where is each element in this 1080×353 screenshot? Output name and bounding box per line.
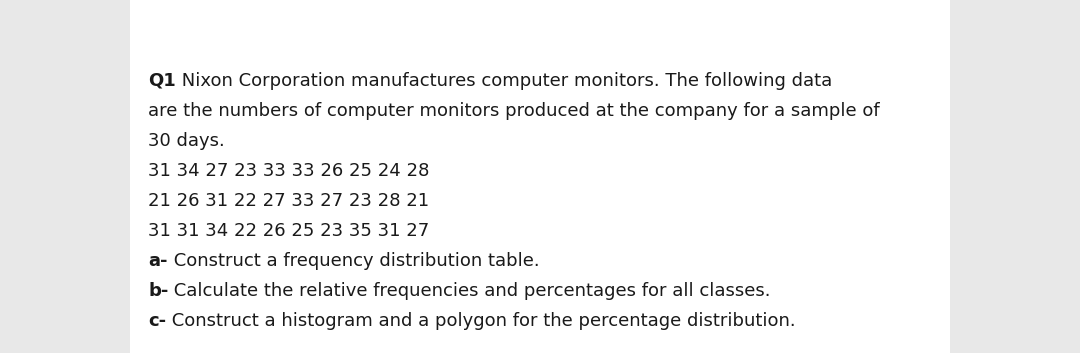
Bar <box>130 0 950 353</box>
Text: b-: b- <box>148 282 168 300</box>
Text: c-: c- <box>148 312 166 330</box>
Text: Nixon Corporation manufactures computer monitors. The following data: Nixon Corporation manufactures computer … <box>176 72 832 90</box>
Text: Calculate the relative frequencies and percentages for all classes.: Calculate the relative frequencies and p… <box>168 282 771 300</box>
Text: 31 31 34 22 26 25 23 35 31 27: 31 31 34 22 26 25 23 35 31 27 <box>148 222 429 240</box>
Text: Construct a frequency distribution table.: Construct a frequency distribution table… <box>167 252 539 270</box>
Text: Construct a histogram and a polygon for the percentage distribution.: Construct a histogram and a polygon for … <box>166 312 796 330</box>
Text: Q1: Q1 <box>148 72 176 90</box>
Text: a-: a- <box>148 252 167 270</box>
Text: 30 days.: 30 days. <box>148 132 225 150</box>
Text: 31 34 27 23 33 33 26 25 24 28: 31 34 27 23 33 33 26 25 24 28 <box>148 162 430 180</box>
Text: 21 26 31 22 27 33 27 23 28 21: 21 26 31 22 27 33 27 23 28 21 <box>148 192 429 210</box>
Text: are the numbers of computer monitors produced at the company for a sample of: are the numbers of computer monitors pro… <box>148 102 879 120</box>
